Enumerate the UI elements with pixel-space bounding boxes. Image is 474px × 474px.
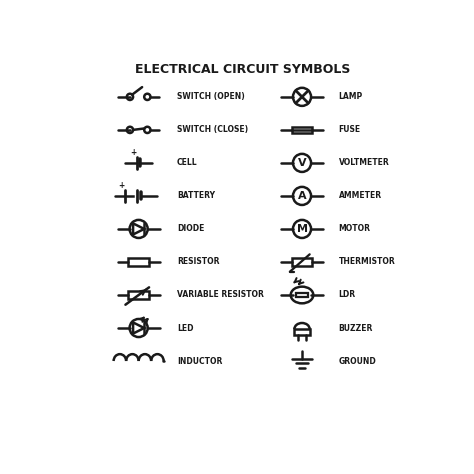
Text: DIODE: DIODE xyxy=(177,225,204,233)
Text: M: M xyxy=(297,224,308,234)
Text: SWITCH (OPEN): SWITCH (OPEN) xyxy=(177,92,245,101)
Bar xyxy=(292,127,312,133)
Text: +: + xyxy=(118,181,124,190)
Text: MOTOR: MOTOR xyxy=(338,225,371,233)
Text: AMMETER: AMMETER xyxy=(338,191,382,201)
Text: LAMP: LAMP xyxy=(338,92,363,101)
Text: FUSE: FUSE xyxy=(338,126,361,134)
Text: INDUCTOR: INDUCTOR xyxy=(177,356,222,365)
Text: GROUND: GROUND xyxy=(338,356,376,365)
Text: ELECTRICAL CIRCUIT SYMBOLS: ELECTRICAL CIRCUIT SYMBOLS xyxy=(135,63,351,75)
Text: V: V xyxy=(298,158,306,168)
Text: A: A xyxy=(298,191,306,201)
Text: RESISTOR: RESISTOR xyxy=(177,257,219,266)
Text: LED: LED xyxy=(177,324,193,332)
Text: LDR: LDR xyxy=(338,291,356,300)
Text: CELL: CELL xyxy=(177,158,198,167)
Text: BUZZER: BUZZER xyxy=(338,324,373,332)
Text: THERMISTOR: THERMISTOR xyxy=(338,257,395,266)
Text: SWITCH (CLOSE): SWITCH (CLOSE) xyxy=(177,126,248,134)
Bar xyxy=(128,258,149,266)
Text: VARIABLE RESISTOR: VARIABLE RESISTOR xyxy=(177,291,264,300)
Bar xyxy=(292,258,312,266)
Text: +: + xyxy=(131,148,137,157)
Text: BATTERY: BATTERY xyxy=(177,191,215,201)
Bar xyxy=(296,292,308,297)
Bar xyxy=(294,329,310,335)
Bar xyxy=(128,291,149,299)
Text: VOLTMETER: VOLTMETER xyxy=(338,158,389,167)
